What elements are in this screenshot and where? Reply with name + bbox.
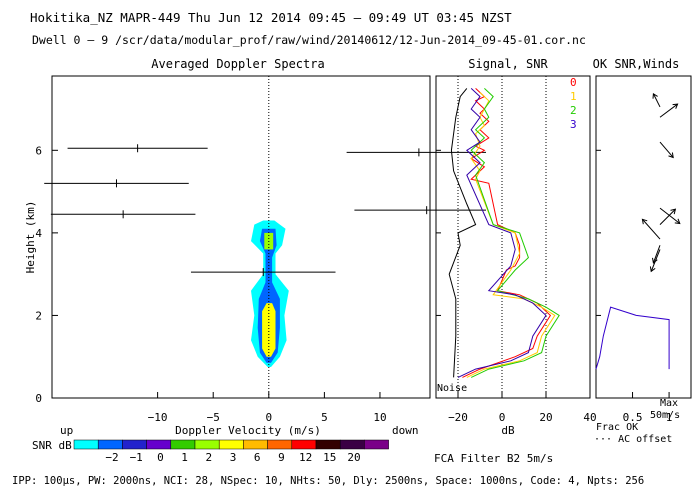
colorbar-swatch — [146, 439, 172, 450]
wind-vector-head — [641, 218, 648, 225]
colorbar-ticks: −2 −1 0 1 2 3 6 9 12 15 20 — [105, 451, 360, 464]
winds-x-tick-label: 1 — [666, 411, 673, 424]
legend-number-2: 2 — [570, 104, 577, 117]
snr-x-label: dB — [501, 424, 515, 437]
footer-params: IPP: 100μs, PW: 2000ns, NCI: 28, NSpec: … — [12, 475, 644, 487]
series-noise — [448, 88, 477, 378]
x-tick-label: 5 — [321, 411, 328, 424]
winds-axes: 0.5 1 — [596, 149, 673, 424]
spectra-axes: 0 2 4 6 −10 −5 0 5 10 — [35, 144, 386, 424]
series-signal-yellow — [466, 92, 556, 378]
legend-number-0: 0 — [570, 76, 577, 89]
colorbar-swatch — [364, 439, 389, 450]
wind-vector-head — [672, 103, 679, 109]
colorbar-swatch — [267, 439, 293, 450]
wind-vector — [650, 249, 661, 272]
header-line-2: Dwell 0 – 9 /scr/data/modular_prof/raw/w… — [32, 33, 586, 47]
colorbar-tick-label: 12 — [299, 451, 312, 464]
contour-yellow — [262, 303, 276, 357]
colorbar-tick-label: 2 — [205, 451, 212, 464]
colorbar-tick-label: 3 — [230, 451, 237, 464]
max-speed-label: 50m/s — [650, 410, 680, 421]
colorbar-tick-label: 6 — [254, 451, 261, 464]
colorbar — [73, 439, 389, 450]
fca-filter-label: FCA Filter B2 5m/s — [434, 452, 553, 465]
wind-vector — [652, 93, 661, 108]
spectra-contours — [251, 76, 289, 398]
wind-vector-head — [668, 152, 674, 159]
colorbar-swatch — [73, 439, 99, 450]
winds-x-tick-label: 0.5 — [623, 411, 643, 424]
colorbar-swatch — [122, 439, 147, 450]
ac-offset-label: ··· AC offset — [594, 434, 672, 445]
wind-vector — [659, 141, 674, 158]
frac-ok-label: Frac OK — [596, 422, 638, 433]
x-tick-label: −5 — [207, 411, 220, 424]
wind-vector-head — [652, 257, 658, 264]
wind-vector — [659, 208, 676, 225]
colorbar-tick-label: −1 — [130, 451, 143, 464]
y-tick-label: 4 — [35, 227, 42, 240]
snr-lines — [448, 76, 560, 398]
series-signal-purple — [457, 88, 547, 378]
max-label: Max — [660, 398, 678, 409]
snr-x-tick-label: 40 — [583, 411, 596, 424]
label-down: down — [392, 424, 419, 437]
x-tick-label: 0 — [265, 411, 272, 424]
snr-x-tick-label: −20 — [448, 411, 468, 424]
x-tick-label: −10 — [148, 411, 168, 424]
colorbar-swatch — [243, 439, 268, 450]
legend-number-1: 1 — [570, 90, 577, 103]
colorbar-swatch — [97, 439, 123, 450]
wind-vector-head — [652, 92, 658, 99]
y-tick-label: 6 — [35, 144, 42, 157]
header-line-1: Hokitika_NZ MAPR-449 Thu Jun 12 2014 09:… — [30, 10, 512, 25]
spectra-frame — [51, 75, 431, 399]
snr-title: Signal, SNR — [468, 57, 548, 71]
legend-number-3: 3 — [570, 118, 577, 131]
y-tick-label: 0 — [35, 392, 42, 405]
frac-ok-line — [595, 306, 670, 370]
colorbar-tick-label: −2 — [105, 451, 118, 464]
colorbar-tick-label: 20 — [347, 451, 360, 464]
colorbar-swatch — [218, 439, 244, 450]
wind-vector — [659, 103, 678, 118]
wind-bars — [44, 144, 486, 277]
winds-frame — [595, 75, 692, 399]
colorbar-tick-label: 15 — [323, 451, 336, 464]
y-tick-label: 2 — [35, 309, 42, 322]
winds-title: OK SNR,Winds — [593, 57, 680, 71]
noise-annotation: Noise — [437, 383, 467, 394]
snr-frame — [435, 75, 591, 399]
colorbar-swatch — [170, 439, 196, 450]
label-up: up — [60, 424, 73, 437]
colorbar-tick-label: 9 — [278, 451, 285, 464]
colorbar-swatch — [315, 439, 341, 450]
spectra-title: Averaged Doppler Spectra — [151, 57, 324, 71]
series-signal-green — [470, 88, 560, 378]
wind-vector-head — [670, 208, 677, 215]
x-axis-label: Doppler Velocity (m/s) — [175, 424, 321, 437]
snr-axes: −20 0 20 40 — [436, 149, 597, 424]
wind-vector — [642, 218, 661, 240]
y-axis-label: Height (km) — [24, 201, 37, 274]
snr-db-label: SNR dB — [32, 439, 72, 452]
wind-vector-head — [649, 266, 656, 273]
wind-vector-head — [674, 218, 681, 225]
wind-vector — [652, 245, 661, 264]
snr-x-tick-label: 0 — [499, 411, 506, 424]
wind-vectors — [595, 92, 681, 370]
wind-vector — [659, 207, 681, 224]
colorbar-tick-label: 1 — [181, 451, 188, 464]
snr-x-tick-label: 20 — [539, 411, 552, 424]
colorbar-swatch — [291, 439, 317, 450]
colorbar-swatch — [339, 439, 365, 450]
colorbar-swatch — [194, 439, 220, 450]
x-tick-label: 10 — [373, 411, 386, 424]
colorbar-tick-label: 0 — [157, 451, 164, 464]
series-signal-red — [462, 88, 552, 378]
